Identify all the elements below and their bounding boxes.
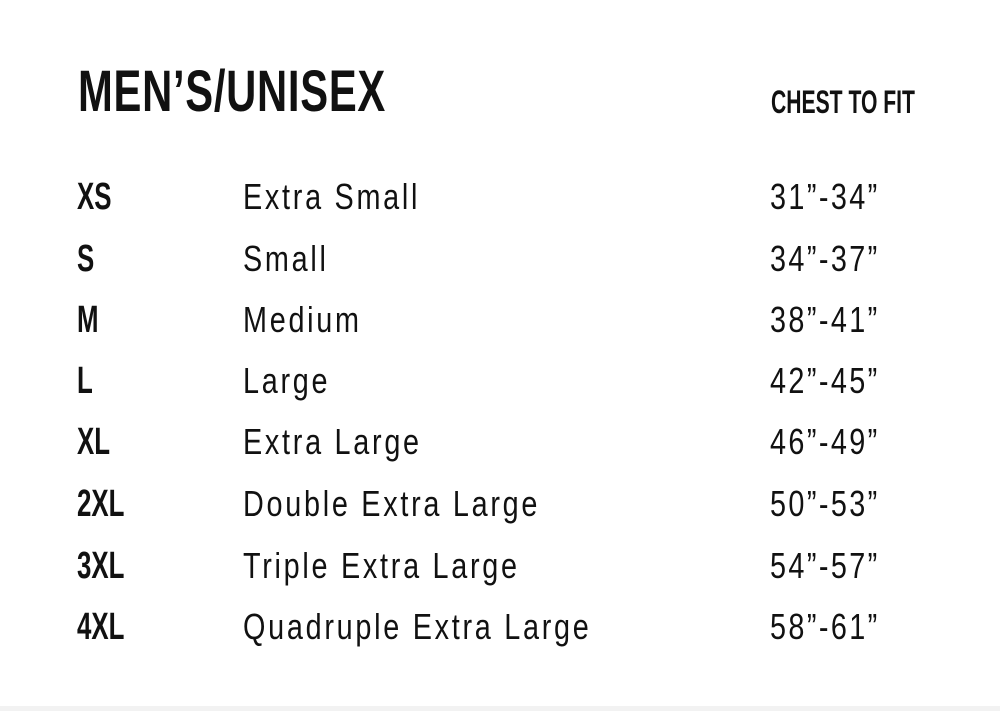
chest-range: 58”-61” (770, 606, 880, 647)
table-row: L Large 42”-45” (0, 360, 1000, 410)
size-name: Double Extra Large (243, 483, 541, 524)
size-code: XL (77, 421, 111, 463)
table-row: XL Extra Large 46”-49” (0, 421, 1000, 471)
chest-column-header: CHEST TO FIT (771, 84, 915, 120)
size-name: Large (243, 360, 331, 401)
size-code: S (77, 238, 95, 280)
table-row: XS Extra Small 31”-34” (0, 176, 1000, 226)
table-row: S Small 34”-37” (0, 238, 1000, 288)
chest-range: 38”-41” (770, 299, 880, 340)
size-code: 3XL (77, 545, 125, 587)
size-name: Medium (243, 299, 362, 340)
table-row: 3XL Triple Extra Large 54”-57” (0, 545, 1000, 595)
size-name: Extra Large (243, 421, 422, 462)
size-code: 4XL (77, 606, 125, 648)
chest-range: 34”-37” (770, 238, 880, 279)
size-code: 2XL (77, 483, 125, 525)
size-name: Extra Small (243, 176, 421, 217)
chest-range: 42”-45” (770, 360, 880, 401)
table-row: 2XL Double Extra Large 50”-53” (0, 483, 1000, 533)
size-code: L (77, 360, 93, 402)
table-row: 4XL Quadruple Extra Large 58”-61” (0, 606, 1000, 656)
chest-range: 50”-53” (770, 483, 880, 524)
chest-range: 54”-57” (770, 545, 880, 586)
page-title: MEN’S/UNISEX (78, 59, 386, 124)
size-code: XS (77, 176, 112, 218)
chest-range: 46”-49” (770, 421, 880, 462)
table-row: M Medium 38”-41” (0, 299, 1000, 349)
divider (0, 706, 1000, 711)
size-name: Quadruple Extra Large (243, 606, 592, 647)
chest-range: 31”-34” (770, 176, 880, 217)
size-name: Triple Extra Large (243, 545, 520, 586)
size-name: Small (243, 238, 329, 279)
size-code: M (77, 299, 99, 341)
